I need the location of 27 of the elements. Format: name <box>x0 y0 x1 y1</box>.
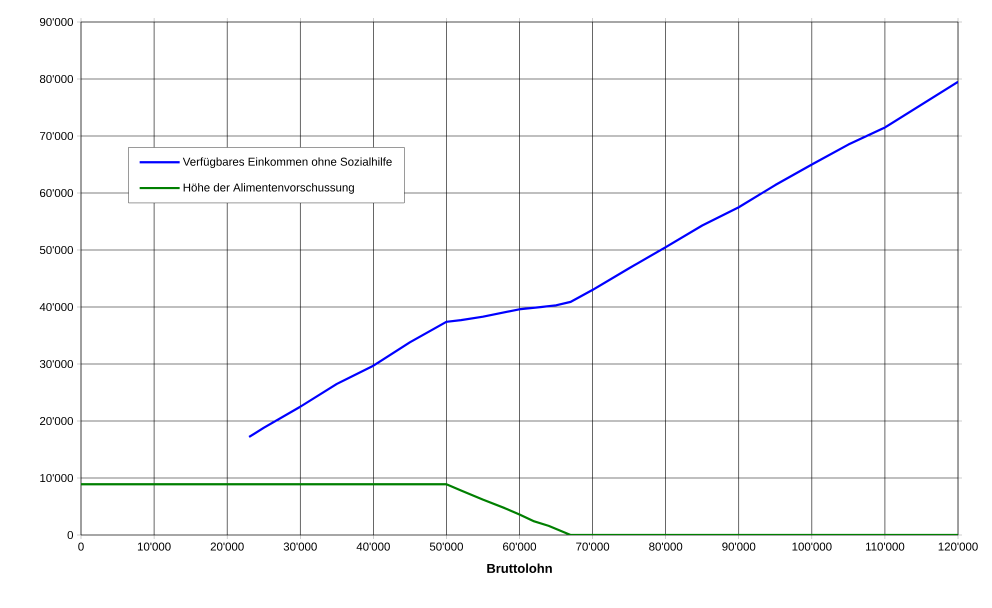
x-tick-label: 110'000 <box>866 542 904 551</box>
y-tick-label: 40'000 <box>40 302 74 312</box>
x-tick-label: 60'000 <box>503 542 536 551</box>
y-tick-label: 30'000 <box>40 360 74 368</box>
x-tick-label: 100'000 <box>792 542 832 551</box>
legend-label: Höhe der Alimentenvorschussung <box>184 183 354 194</box>
y-tick-label: 0 <box>68 530 74 540</box>
y-tick-label: 90'000 <box>40 18 74 26</box>
x-tick-label: 80'000 <box>649 542 682 551</box>
x-tick-label: 0 <box>78 542 84 551</box>
y-tick-label: 10'000 <box>40 474 74 482</box>
x-tick-label: 40'000 <box>356 542 390 551</box>
x-tick-label: 120'000 <box>938 542 978 551</box>
x-tick-label: 50'000 <box>430 542 463 551</box>
y-tick-label: 70'000 <box>40 132 74 140</box>
x-tick-label: 30'000 <box>284 542 317 551</box>
y-tick-label: 50'000 <box>40 246 74 254</box>
x-tick-label: 20'000 <box>210 542 244 551</box>
x-tick-label: 10'000 <box>138 542 171 551</box>
x-tick-label: 90'000 <box>722 542 756 551</box>
legend-label: Verfügbares Einkommen ohne Sozialhilfe <box>182 157 392 168</box>
y-tick-label: 60'000 <box>40 188 74 198</box>
x-tick-label: 70'000 <box>576 542 610 551</box>
line-series <box>81 483 958 535</box>
y-tick-label: 80'000 <box>40 74 74 84</box>
x-axis-title: Bruttolohn <box>487 563 552 573</box>
y-tick-label: 20'000 <box>40 416 74 426</box>
